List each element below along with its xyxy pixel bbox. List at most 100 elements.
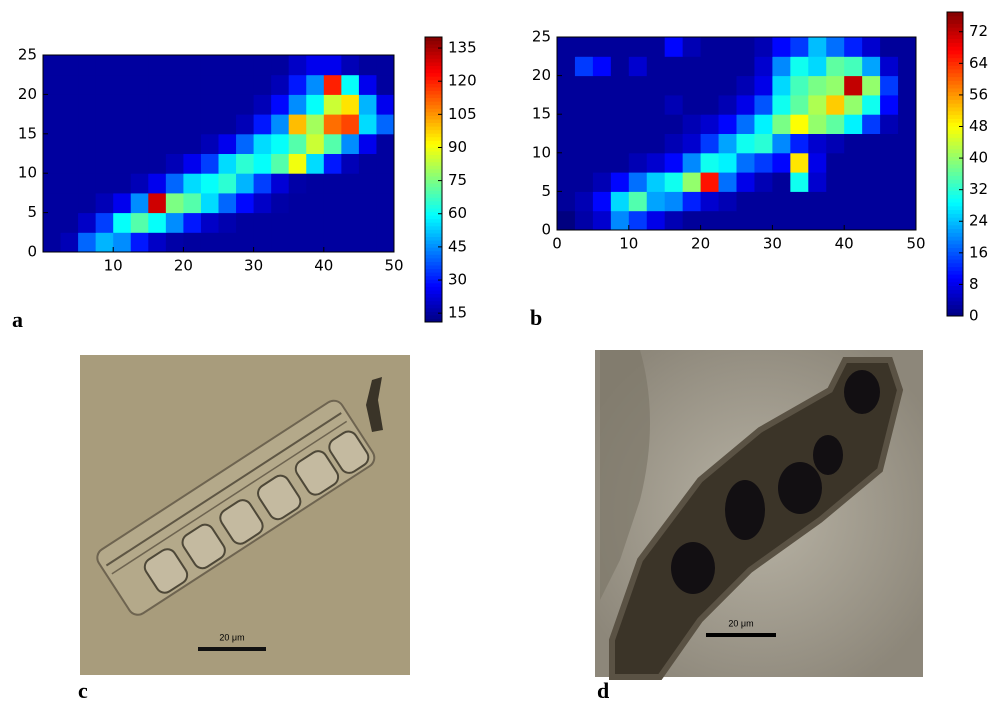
colorbar-strip <box>425 140 442 145</box>
colorbar-strip <box>425 200 442 205</box>
heatmap-cell <box>826 152 845 173</box>
heatmap-cell <box>826 37 845 57</box>
heatmap-cell <box>200 212 219 233</box>
colorbar-strip <box>425 250 442 255</box>
colorbar-strip <box>947 137 963 142</box>
heatmap-cell <box>306 55 325 76</box>
colorbar-strip <box>425 240 442 245</box>
colorbar-tick-label: 135 <box>448 39 477 57</box>
colorbar-strip <box>425 118 442 123</box>
colorbar-strip <box>947 50 963 55</box>
heatmap-cell <box>557 210 576 231</box>
heatmap-cell <box>43 192 62 214</box>
heatmap-cell <box>358 94 377 115</box>
panel-label: d <box>597 678 609 703</box>
colorbar-strip <box>947 152 963 157</box>
colorbar-tick-label: 90 <box>448 138 467 156</box>
heatmap-cell <box>682 152 702 173</box>
heatmap-cell <box>358 55 377 76</box>
heatmap-cell <box>43 232 62 253</box>
heatmap-cell <box>253 153 272 174</box>
heatmap-cell <box>60 94 79 115</box>
heatmap-cell <box>306 173 325 194</box>
heatmap-cell <box>826 210 845 231</box>
colorbar-tick-label: 105 <box>448 105 477 123</box>
heatmap-cell <box>148 74 167 95</box>
heatmap-cell <box>113 114 132 135</box>
plot-frame <box>556 36 917 231</box>
heatmap-cell <box>183 94 202 115</box>
colorbar-strip <box>425 279 442 284</box>
heatmap-cell <box>880 114 899 134</box>
heatmap-cell <box>78 133 97 154</box>
heatmap-cell <box>557 114 576 134</box>
heatmap-cell <box>236 55 255 76</box>
heatmap-cell <box>306 94 325 115</box>
colorbar-strip <box>425 293 442 298</box>
heatmap-cell <box>808 114 827 134</box>
heatmap-cell <box>610 133 630 154</box>
panel-label: a <box>12 307 23 332</box>
heatmap-cell <box>148 153 167 174</box>
colorbar-strip <box>425 268 442 273</box>
heatmap-cell <box>880 37 899 57</box>
heatmap-cell <box>557 191 576 212</box>
colorbar-strip <box>947 224 963 230</box>
colorbar-strip <box>947 76 963 81</box>
heatmap-cell <box>592 210 612 231</box>
colorbar-strip <box>425 136 442 141</box>
heatmap-cell <box>43 133 62 154</box>
heatmap-cell <box>557 75 576 96</box>
colorbar-strip <box>425 215 442 220</box>
heatmap-cell <box>862 114 881 134</box>
heatmap-cell <box>288 114 307 135</box>
colorbar-strip <box>425 129 442 134</box>
heatmap-cell <box>574 37 594 57</box>
x-tick-label: 10 <box>619 235 638 253</box>
heatmap-cell <box>78 192 97 214</box>
heatmap-cell <box>183 192 202 214</box>
colorbar-strip <box>425 190 442 195</box>
colorbar-strip <box>425 44 442 49</box>
heatmap-cell <box>358 74 377 95</box>
heatmap-cell <box>646 114 666 134</box>
heatmap-cell <box>664 56 684 77</box>
colorbar-strip <box>425 197 442 202</box>
heatmap-cell <box>95 232 114 253</box>
heatmap-cell <box>288 133 307 154</box>
y-tick-label: 15 <box>18 124 37 142</box>
heatmap-cell <box>43 173 62 194</box>
x-tick-label: 40 <box>835 235 854 253</box>
heatmap-cell <box>898 133 917 154</box>
colorbar-strip <box>947 31 963 36</box>
heatmap-cell <box>772 94 791 115</box>
heatmap-cell <box>610 172 630 192</box>
heatmap-cell <box>165 232 184 253</box>
heatmap-cell <box>808 191 827 212</box>
heatmap-cell <box>148 232 167 253</box>
colorbar-strip <box>425 108 442 113</box>
colorbar-strip <box>947 217 963 222</box>
colorbar-strip <box>947 179 963 184</box>
colorbar-strip <box>425 94 442 99</box>
colorbar-strip <box>947 42 963 47</box>
heatmap-cell <box>628 133 648 154</box>
heatmap-cell <box>574 56 594 77</box>
heatmap-cell <box>165 74 184 95</box>
heatmap-cell <box>736 133 755 154</box>
heatmap-cell <box>130 173 149 194</box>
colorbar-strip <box>425 168 442 173</box>
heatmap-cell <box>682 56 702 77</box>
colorbar-tick-label: 30 <box>448 271 467 289</box>
heatmap-cell <box>574 210 594 231</box>
heatmap-cell <box>253 55 272 76</box>
x-tick-label: 0 <box>552 235 562 253</box>
x-tick-label: 40 <box>314 257 333 275</box>
heatmap-cell <box>700 152 720 173</box>
heatmap-cell <box>200 173 219 194</box>
x-tick-label: 10 <box>104 257 123 275</box>
heatmap-cell <box>323 94 342 115</box>
heatmap-cell <box>165 55 184 76</box>
colorbar-strip <box>947 285 963 290</box>
heatmap-cell <box>790 37 809 57</box>
